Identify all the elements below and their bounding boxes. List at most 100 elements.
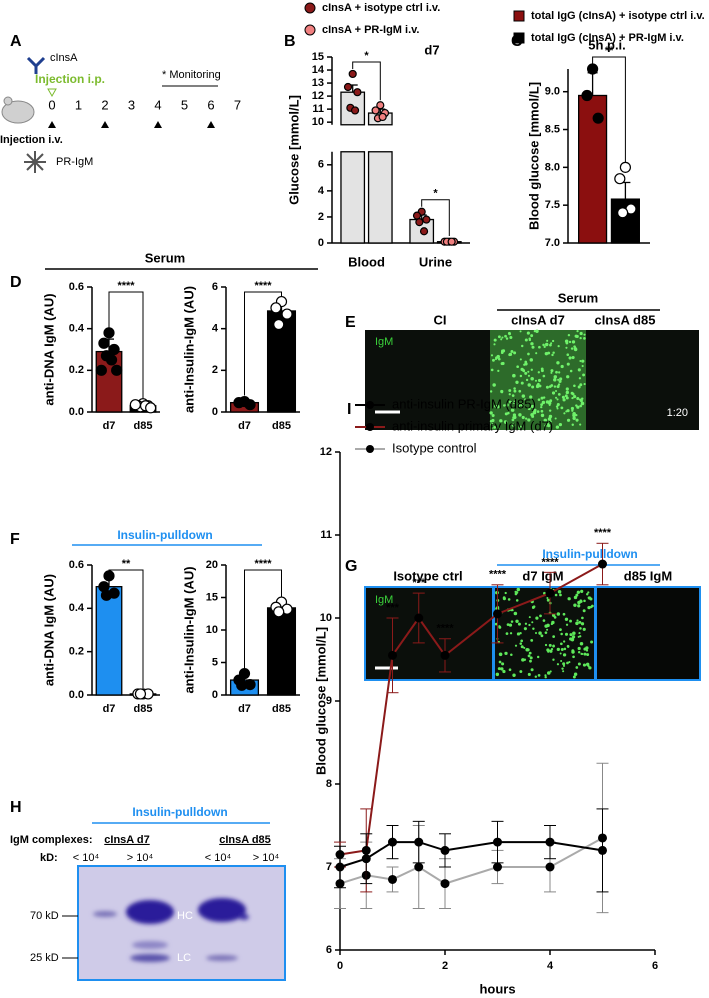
fluorescent-dot [545,385,549,389]
fluorescent-dot [577,650,581,654]
fluorescent-dot [508,668,512,672]
y-tick-label: 9.0 [545,86,560,98]
fluorescent-dot [529,358,534,362]
fluorescent-dot [572,416,576,420]
fluorescent-dot [490,354,494,357]
y-tick-label: 11 [312,103,324,115]
fluorescent-dot [557,590,562,594]
significance-label: **** [489,569,507,581]
fluorescent-dot [529,656,533,660]
fluorescent-dot [582,627,586,631]
fluorescent-dot [496,354,500,359]
fluorescent-dot [540,396,544,400]
fluorescent-dot [513,389,517,393]
data-point [348,69,357,79]
fluorescent-dot [571,396,574,400]
fluorescent-dot [514,644,518,647]
legend-marker [304,24,316,36]
band [93,911,117,917]
fluorescent-dot [567,597,571,601]
g-image [595,586,701,681]
fluorescent-dot [523,363,526,366]
fluorescent-dot [567,333,571,337]
data-point [598,559,607,569]
fluorescent-dot [573,603,577,607]
y-tick-label: 5 [212,656,218,668]
y-axis-label: anti-Insulin-IgM (AU) [181,286,196,413]
fluorescent-dot [549,420,552,423]
data-point [586,63,599,75]
fluorescent-dot [589,597,593,601]
fluorescent-dot [570,347,574,350]
fluorescent-dot [527,374,531,377]
timeline-label: 3 [128,97,135,112]
fluorescent-dot [497,427,500,430]
fluorescent-dot [562,612,566,616]
fluorescent-dot [498,652,503,657]
data-point [129,399,141,411]
fluorescent-dot [508,353,511,357]
fluorescent-dot [568,661,571,664]
fluorescent-dot [535,616,539,620]
fluorescent-dot [581,364,584,368]
fluorescent-dot [570,406,575,411]
fluorescent-dot [527,407,531,411]
fluorescent-dot [580,622,585,626]
h-row-label: IgM complexes: [10,834,93,846]
data-point [281,308,293,320]
bar [367,151,393,244]
fluorescent-dot [580,589,584,593]
fluorescent-dot [578,620,582,624]
legend-marker [513,32,525,44]
fluorescent-dot [579,423,582,426]
significance-label: **** [254,280,272,292]
fluorescent-dot [504,591,507,595]
fluorescent-dot [540,405,543,409]
fluorescent-dot [538,384,542,388]
fluorescent-dot [540,634,544,638]
fluorescent-dot [530,376,534,381]
fluorescent-dot [547,417,552,421]
fluorescent-dot [517,404,521,407]
fluorescent-dot [555,396,558,399]
data-point [581,89,593,102]
fluorescent-dot [530,638,534,642]
fluorescent-dot [554,593,558,597]
fluorescent-dot [493,425,497,429]
fluorescent-dot [523,646,526,649]
fluorescent-dot [557,378,560,381]
fluorescent-dot [516,587,521,592]
fluorescent-dot [568,356,572,360]
x-tick-label: d7 [103,703,116,715]
x-tick-label: d85 [134,703,153,715]
fluorescent-dot [534,632,538,635]
data-point [378,112,387,122]
fluorescent-dot [558,379,562,383]
fluorescent-dot [550,371,553,374]
legend-marker [366,401,374,409]
fluorescent-dot [536,655,540,659]
fluorescent-dot [528,616,531,619]
y-tick-label: 12 [320,446,332,458]
fluorescent-dot [565,387,569,391]
fluorescent-dot [577,646,581,651]
fluorescent-dot [510,350,514,353]
x-tick-label: d7 [238,420,251,432]
fluorescent-dot [572,631,576,636]
fluorescent-dot [528,651,532,655]
timeline-label: 2 [101,97,108,112]
g-col: d85 IgM [624,568,672,583]
fluorescent-dot [587,591,590,594]
fluorescent-dot [521,394,526,398]
fluorescent-dot [519,642,523,645]
fluorescent-dot [548,409,552,412]
y-tick-label: 10 [320,612,332,624]
fluorescent-dot [515,619,519,623]
panel-label: B [284,33,296,50]
fluorescent-dot [527,672,531,676]
fluorescent-dot [553,378,557,382]
legend-label: total IgG (cInsA) + PR-IgM i.v. [531,32,684,44]
legend-marker [304,2,316,14]
fluorescent-dot [532,605,536,608]
panel-label: H [10,799,22,816]
